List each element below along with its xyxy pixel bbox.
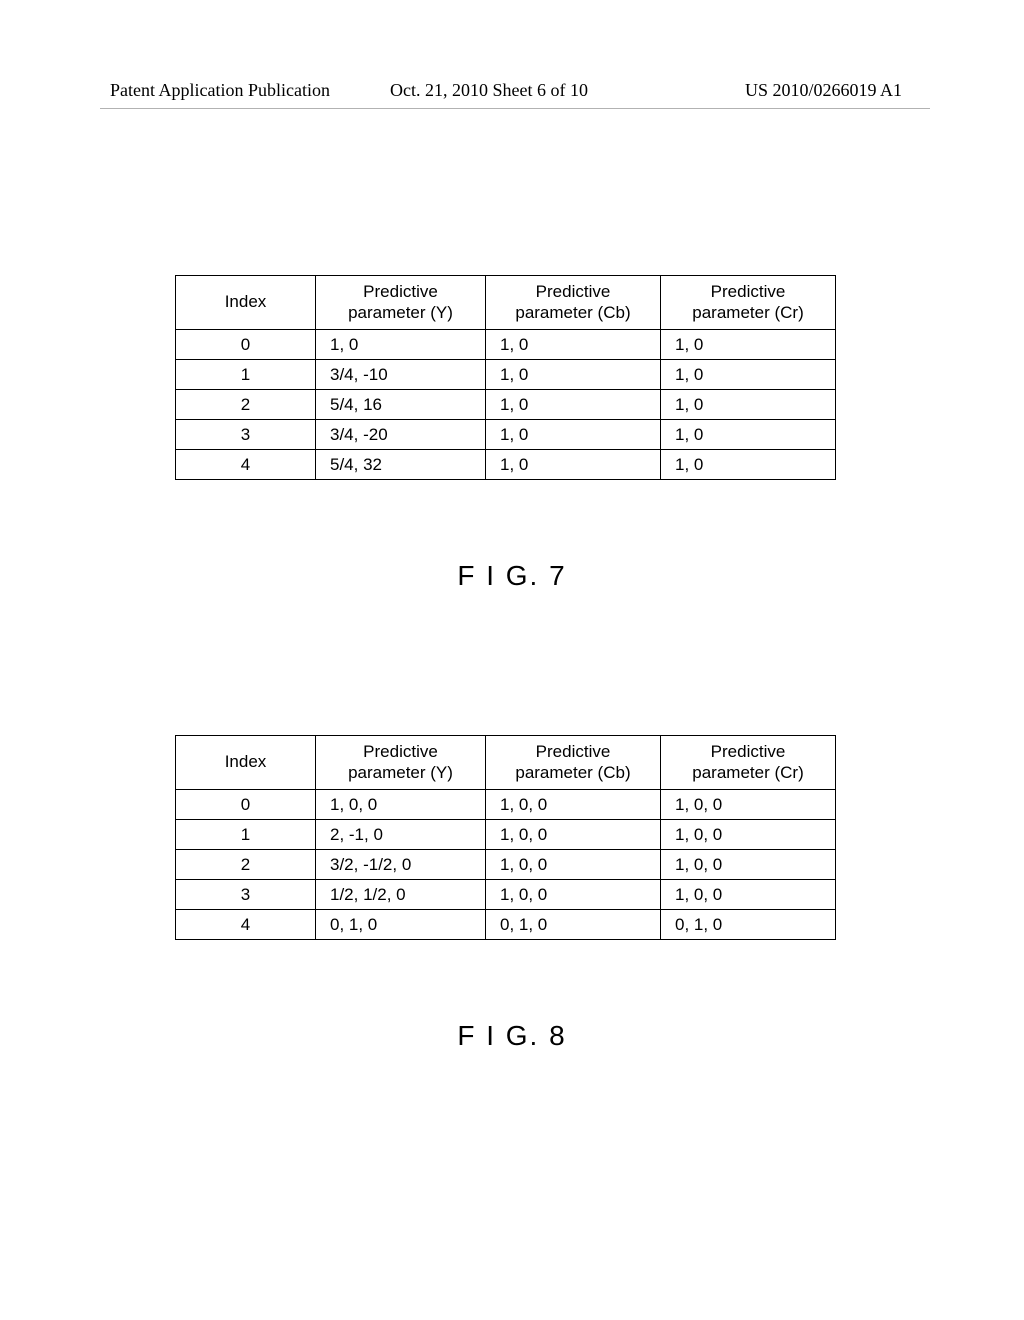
- cell-param-cr: 1, 0, 0: [661, 880, 836, 910]
- cell-index: 1: [176, 360, 316, 390]
- col-header-param-cb: Predictive parameter (Cb): [486, 276, 661, 330]
- cell-index: 3: [176, 880, 316, 910]
- cell-param-cb: 1, 0: [486, 390, 661, 420]
- header-right: US 2010/0266019 A1: [745, 80, 902, 101]
- cell-param-cb: 1, 0, 0: [486, 820, 661, 850]
- fig8-table-el: Index Predictive parameter (Y) Predictiv…: [175, 735, 836, 940]
- cell-param-y: 1/2, 1/2, 0: [316, 880, 486, 910]
- cell-index: 4: [176, 450, 316, 480]
- cell-param-cb: 1, 0: [486, 330, 661, 360]
- cell-param-y: 0, 1, 0: [316, 910, 486, 940]
- header-left: Patent Application Publication: [110, 80, 330, 101]
- cell-param-cr: 0, 1, 0: [661, 910, 836, 940]
- cell-param-cb: 1, 0: [486, 450, 661, 480]
- cell-param-cb: 1, 0, 0: [486, 850, 661, 880]
- col-header-param-y: Predictive parameter (Y): [316, 736, 486, 790]
- cell-param-cr: 1, 0: [661, 450, 836, 480]
- page: Patent Application Publication Oct. 21, …: [0, 0, 1024, 1320]
- cell-param-cr: 1, 0: [661, 330, 836, 360]
- table-row: 2 3/2, -1/2, 0 1, 0, 0 1, 0, 0: [176, 850, 836, 880]
- cell-param-y: 1, 0: [316, 330, 486, 360]
- cell-index: 1: [176, 820, 316, 850]
- fig7-table: Index Predictive parameter (Y) Predictiv…: [175, 275, 835, 480]
- fig8-table: Index Predictive parameter (Y) Predictiv…: [175, 735, 835, 940]
- fig7-caption: F I G. 7: [0, 560, 1024, 592]
- table-row: 3 1/2, 1/2, 0 1, 0, 0 1, 0, 0: [176, 880, 836, 910]
- cell-param-cr: 1, 0: [661, 420, 836, 450]
- col-header-param-cb: Predictive parameter (Cb): [486, 736, 661, 790]
- cell-param-cb: 0, 1, 0: [486, 910, 661, 940]
- header-rule: [100, 108, 930, 109]
- col-header-index: Index: [176, 736, 316, 790]
- col-header-index: Index: [176, 276, 316, 330]
- cell-param-cr: 1, 0: [661, 360, 836, 390]
- cell-param-cb: 1, 0, 0: [486, 790, 661, 820]
- cell-param-cr: 1, 0: [661, 390, 836, 420]
- cell-index: 2: [176, 850, 316, 880]
- cell-param-cr: 1, 0, 0: [661, 850, 836, 880]
- cell-index: 4: [176, 910, 316, 940]
- col-header-param-cr: Predictive parameter (Cr): [661, 276, 836, 330]
- cell-param-y: 5/4, 16: [316, 390, 486, 420]
- table-row: 4 5/4, 32 1, 0 1, 0: [176, 450, 836, 480]
- cell-param-cb: 1, 0: [486, 360, 661, 390]
- cell-param-cr: 1, 0, 0: [661, 790, 836, 820]
- cell-param-y: 3/4, -20: [316, 420, 486, 450]
- table-row: 0 1, 0, 0 1, 0, 0 1, 0, 0: [176, 790, 836, 820]
- cell-param-y: 3/4, -10: [316, 360, 486, 390]
- cell-param-y: 5/4, 32: [316, 450, 486, 480]
- col-header-param-cr: Predictive parameter (Cr): [661, 736, 836, 790]
- cell-param-cr: 1, 0, 0: [661, 820, 836, 850]
- table-header-row: Index Predictive parameter (Y) Predictiv…: [176, 276, 836, 330]
- table-header-row: Index Predictive parameter (Y) Predictiv…: [176, 736, 836, 790]
- fig8-caption: F I G. 8: [0, 1020, 1024, 1052]
- cell-param-y: 1, 0, 0: [316, 790, 486, 820]
- table-row: 4 0, 1, 0 0, 1, 0 0, 1, 0: [176, 910, 836, 940]
- table-row: 1 3/4, -10 1, 0 1, 0: [176, 360, 836, 390]
- fig7-table-el: Index Predictive parameter (Y) Predictiv…: [175, 275, 836, 480]
- cell-param-y: 2, -1, 0: [316, 820, 486, 850]
- cell-index: 3: [176, 420, 316, 450]
- table-row: 2 5/4, 16 1, 0 1, 0: [176, 390, 836, 420]
- table-row: 1 2, -1, 0 1, 0, 0 1, 0, 0: [176, 820, 836, 850]
- cell-param-cb: 1, 0, 0: [486, 880, 661, 910]
- cell-index: 0: [176, 330, 316, 360]
- cell-index: 0: [176, 790, 316, 820]
- table-row: 0 1, 0 1, 0 1, 0: [176, 330, 836, 360]
- cell-param-cb: 1, 0: [486, 420, 661, 450]
- header-center: Oct. 21, 2010 Sheet 6 of 10: [390, 80, 588, 101]
- cell-index: 2: [176, 390, 316, 420]
- table-row: 3 3/4, -20 1, 0 1, 0: [176, 420, 836, 450]
- cell-param-y: 3/2, -1/2, 0: [316, 850, 486, 880]
- col-header-param-y: Predictive parameter (Y): [316, 276, 486, 330]
